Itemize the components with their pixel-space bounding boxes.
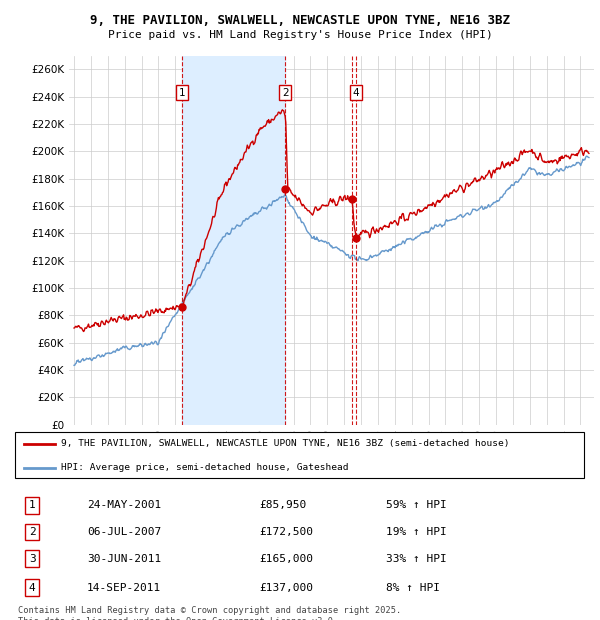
- Text: £172,500: £172,500: [260, 527, 314, 537]
- Text: 24-MAY-2001: 24-MAY-2001: [87, 500, 161, 510]
- Text: 4: 4: [353, 87, 359, 98]
- Text: 19% ↑ HPI: 19% ↑ HPI: [386, 527, 447, 537]
- Text: 4: 4: [29, 583, 35, 593]
- Text: 9, THE PAVILION, SWALWELL, NEWCASTLE UPON TYNE, NE16 3BZ (semi-detached house): 9, THE PAVILION, SWALWELL, NEWCASTLE UPO…: [61, 440, 509, 448]
- Text: 06-JUL-2007: 06-JUL-2007: [87, 527, 161, 537]
- Text: HPI: Average price, semi-detached house, Gateshead: HPI: Average price, semi-detached house,…: [61, 463, 349, 472]
- Text: 1: 1: [179, 87, 185, 98]
- Text: 3: 3: [29, 554, 35, 564]
- Bar: [182, 56, 285, 425]
- Text: 8% ↑ HPI: 8% ↑ HPI: [386, 583, 440, 593]
- Text: £165,000: £165,000: [260, 554, 314, 564]
- Text: 2: 2: [282, 87, 289, 98]
- Text: 1: 1: [29, 500, 35, 510]
- Text: £137,000: £137,000: [260, 583, 314, 593]
- Text: Price paid vs. HM Land Registry's House Price Index (HPI): Price paid vs. HM Land Registry's House …: [107, 30, 493, 40]
- Text: 2: 2: [29, 527, 35, 537]
- Text: Contains HM Land Registry data © Crown copyright and database right 2025.
This d: Contains HM Land Registry data © Crown c…: [18, 606, 401, 620]
- Text: 30-JUN-2011: 30-JUN-2011: [87, 554, 161, 564]
- FancyBboxPatch shape: [15, 432, 584, 479]
- Text: £85,950: £85,950: [260, 500, 307, 510]
- Text: 14-SEP-2011: 14-SEP-2011: [87, 583, 161, 593]
- Text: 9, THE PAVILION, SWALWELL, NEWCASTLE UPON TYNE, NE16 3BZ: 9, THE PAVILION, SWALWELL, NEWCASTLE UPO…: [90, 14, 510, 27]
- Text: 59% ↑ HPI: 59% ↑ HPI: [386, 500, 447, 510]
- Text: 33% ↑ HPI: 33% ↑ HPI: [386, 554, 447, 564]
